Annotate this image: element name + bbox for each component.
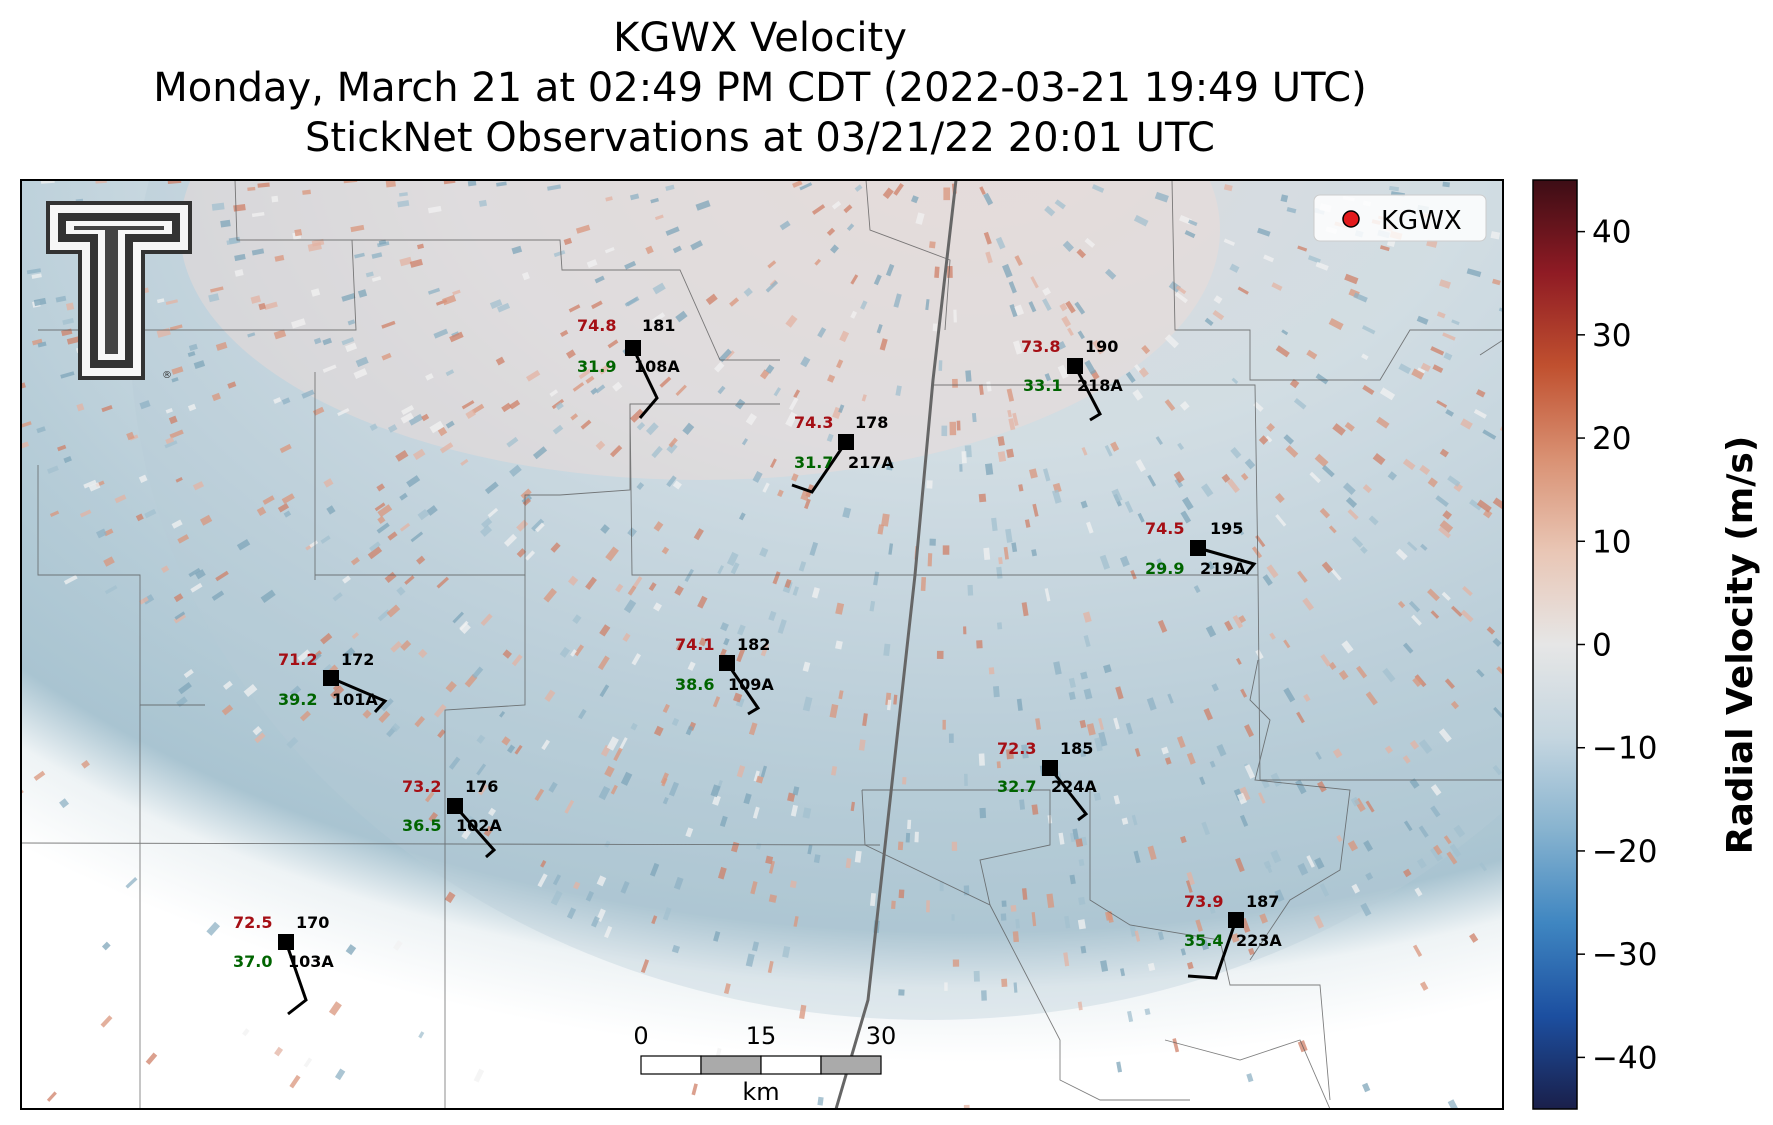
station-temperature: 72.3 xyxy=(997,739,1036,758)
map-frame xyxy=(20,179,1504,1110)
velocity-gates xyxy=(21,180,1503,1109)
station-id: 103A xyxy=(288,952,334,971)
stations: 74.8 181 31.9 108A 74.3 178 31.7 217A 73… xyxy=(233,316,1282,1016)
station-id: 101A xyxy=(332,690,378,709)
station-217A[interactable]: 74.3 178 31.7 217A xyxy=(791,413,894,494)
colorbar-tick-label: 10 xyxy=(1592,524,1631,560)
station-id: 108A xyxy=(634,357,680,376)
state-boundary xyxy=(834,180,958,1109)
colorbar-label: Radial Velocity (m/s) xyxy=(1720,436,1761,855)
station-wind-direction: 170 xyxy=(296,913,329,932)
colorbar-tick-label: −40 xyxy=(1592,1040,1657,1076)
station-wind-direction: 178 xyxy=(855,413,888,432)
scale-unit: km xyxy=(742,1078,779,1106)
map-title: KGWX Velocity xyxy=(613,15,907,61)
colorbar-tick-label: 30 xyxy=(1592,318,1631,354)
station-temperature: 71.2 xyxy=(278,650,317,669)
station-wind-direction: 182 xyxy=(737,635,770,654)
station-dewpoint: 37.0 xyxy=(233,952,272,971)
legend: KGWX xyxy=(1313,194,1487,242)
station-218A[interactable]: 73.8 190 33.1 218A xyxy=(1021,337,1123,422)
station-dewpoint: 39.2 xyxy=(278,690,317,709)
colorbar-ticks: 40 30 20 10 0 −10 −20 −30 −40 xyxy=(1577,215,1657,1076)
scale-label-30: 30 xyxy=(866,1022,897,1050)
station-temperature: 72.5 xyxy=(233,913,272,932)
station-dewpoint: 35.4 xyxy=(1184,931,1223,950)
station-temperature: 73.9 xyxy=(1184,892,1223,911)
station-dewpoint: 32.7 xyxy=(997,777,1036,796)
station-wind-direction: 195 xyxy=(1210,519,1243,538)
station-id: 102A xyxy=(456,816,502,835)
legend-label: KGWX xyxy=(1381,206,1462,236)
station-id: 223A xyxy=(1236,931,1282,950)
station-wind-direction: 176 xyxy=(465,777,498,796)
colorbar-tick-label: −30 xyxy=(1592,937,1657,973)
station-103A[interactable]: 72.5 170 37.0 103A xyxy=(233,913,334,1016)
station-id: 109A xyxy=(728,675,774,694)
station-wind-direction: 185 xyxy=(1060,739,1093,758)
station-dewpoint: 38.6 xyxy=(675,675,714,694)
scale-label-0: 0 xyxy=(633,1022,648,1050)
colorbar-tick-label: 20 xyxy=(1592,421,1631,457)
scale-label-15: 15 xyxy=(746,1022,777,1050)
station-101A[interactable]: 71.2 172 39.2 101A xyxy=(278,650,388,714)
radar-map xyxy=(21,180,1503,1109)
station-dewpoint: 29.9 xyxy=(1145,559,1184,578)
colorbar-ramp xyxy=(1532,179,1578,1110)
station-223A[interactable]: 73.9 187 35.4 223A xyxy=(1184,892,1282,980)
station-id: 224A xyxy=(1051,777,1097,796)
colorbar-tick-label: −20 xyxy=(1592,834,1657,870)
station-wind-direction: 190 xyxy=(1085,337,1118,356)
station-id: 217A xyxy=(848,453,894,472)
station-224A[interactable]: 72.3 185 32.7 224A xyxy=(997,739,1097,822)
map-subtitle-time: Monday, March 21 at 02:49 PM CDT (2022-0… xyxy=(153,65,1367,111)
colorbar-tick-label: 0 xyxy=(1592,628,1612,664)
station-wind-direction: 181 xyxy=(642,316,675,335)
station-temperature: 74.3 xyxy=(794,413,833,432)
station-temperature: 74.1 xyxy=(675,635,714,654)
station-temperature: 74.8 xyxy=(577,316,616,335)
station-temperature: 73.8 xyxy=(1021,337,1060,356)
county-boundaries xyxy=(21,180,1503,1109)
registered-mark: ® xyxy=(162,370,172,381)
station-temperature: 73.2 xyxy=(402,777,441,796)
station-temperature: 74.5 xyxy=(1145,519,1184,538)
station-219A[interactable]: 74.5 195 29.9 219A xyxy=(1145,519,1257,578)
colorbar-tick-label: 40 xyxy=(1592,215,1631,251)
station-dewpoint: 33.1 xyxy=(1023,376,1062,395)
double-t-logo: ® xyxy=(46,201,192,381)
station-dewpoint: 36.5 xyxy=(402,816,441,835)
radar-site-marker-icon xyxy=(1342,210,1360,228)
station-wind-direction: 187 xyxy=(1246,892,1279,911)
colorbar: 40 30 20 10 0 −10 −20 −30 −40 Radial Velocity (m… xyxy=(1532,179,1761,1110)
station-109A[interactable]: 74.1 182 38.6 109A xyxy=(675,635,774,716)
map-subtitle-observations: StickNet Observations at 03/21/22 20:01 … xyxy=(305,115,1215,161)
scale-bar: 0 15 30 km xyxy=(633,1022,896,1106)
station-dewpoint: 31.7 xyxy=(794,453,833,472)
station-102A[interactable]: 73.2 176 36.5 102A xyxy=(402,777,502,859)
station-dewpoint: 31.9 xyxy=(577,357,616,376)
station-108A[interactable]: 74.8 181 31.9 108A xyxy=(577,316,680,419)
station-id: 218A xyxy=(1077,376,1123,395)
colorbar-tick-label: −10 xyxy=(1592,731,1657,767)
station-id: 219A xyxy=(1200,559,1246,578)
station-wind-direction: 172 xyxy=(341,650,374,669)
